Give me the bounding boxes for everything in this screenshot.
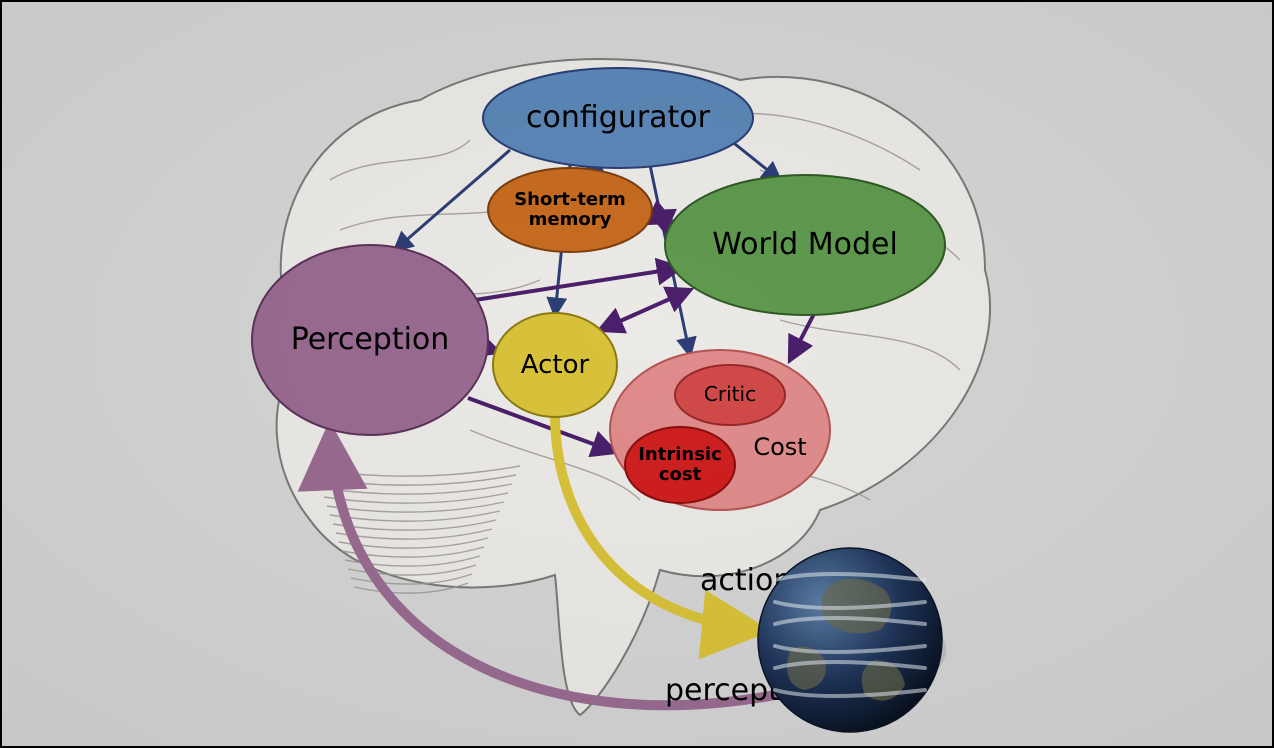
node-configurator-label: configurator: [526, 100, 711, 135]
node-actor-label: Actor: [521, 350, 590, 380]
globe: [758, 548, 946, 732]
node-short_term_memory: Short-termmemory: [488, 168, 652, 252]
diagram-stage: actionperceptconfiguratorShort-termmemor…: [0, 0, 1274, 748]
node-perception: Perception: [252, 245, 488, 435]
node-critic: Critic: [675, 365, 785, 425]
diagram-svg: actionperceptconfiguratorShort-termmemor…: [0, 0, 1274, 748]
node-world_model-label: World Model: [712, 227, 898, 262]
node-configurator: configurator: [483, 68, 753, 168]
node-cost-label: Cost: [753, 433, 806, 461]
node-perception-label: Perception: [291, 322, 450, 357]
node-actor: Actor: [493, 313, 617, 417]
node-short_term_memory-label: Short-termmemory: [514, 189, 626, 230]
node-world_model: World Model: [665, 175, 945, 315]
node-critic-label: Critic: [704, 382, 756, 406]
percept-label: percept: [665, 673, 780, 708]
node-intrinsic_cost: Intrinsiccost: [625, 427, 735, 503]
